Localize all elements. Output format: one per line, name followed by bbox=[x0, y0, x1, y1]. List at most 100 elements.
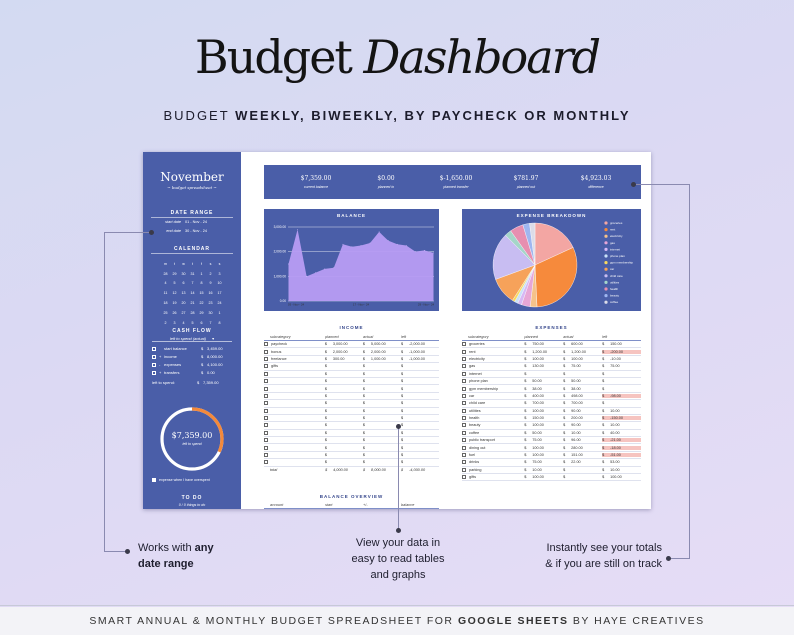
left-cell[interactable]: $150.00 bbox=[602, 342, 641, 346]
left-cell[interactable]: $ bbox=[401, 416, 439, 420]
row-checkbox[interactable] bbox=[264, 393, 268, 398]
calendar-day[interactable]: 29 bbox=[172, 271, 177, 276]
overspent-checkbox[interactable] bbox=[152, 477, 156, 482]
subcategory-name[interactable]: freelance bbox=[271, 356, 287, 361]
calendar-day[interactable]: 5 bbox=[191, 320, 194, 325]
subcategory-name[interactable]: rent bbox=[469, 349, 476, 354]
planned-cell[interactable]: $ bbox=[325, 387, 363, 391]
planned-cell[interactable]: $1,200.00 bbox=[524, 350, 563, 354]
left-cell[interactable]: $ bbox=[602, 372, 641, 376]
calendar-day[interactable]: 21 bbox=[190, 301, 195, 306]
cash-flow-checkbox[interactable] bbox=[152, 354, 156, 359]
subcategory-name[interactable]: gas bbox=[469, 364, 476, 369]
actual-cell[interactable]: $ bbox=[363, 453, 401, 457]
left-cell[interactable]: $ bbox=[602, 379, 641, 383]
row-checkbox[interactable] bbox=[264, 453, 268, 458]
left-cell[interactable]: $ -200.00 bbox=[602, 349, 641, 354]
actual-cell[interactable]: $10.00 bbox=[563, 431, 602, 435]
calendar-day[interactable]: 7 bbox=[209, 320, 212, 325]
planned-cell[interactable]: $ bbox=[325, 431, 363, 435]
subcategory-name[interactable]: car bbox=[469, 393, 475, 398]
row-checkbox[interactable] bbox=[462, 416, 466, 421]
planned-cell[interactable]: $75.00 bbox=[524, 460, 563, 464]
subcategory-name[interactable]: gym membership bbox=[469, 386, 499, 391]
row-checkbox[interactable] bbox=[264, 342, 268, 347]
actual-cell[interactable]: $22.00 bbox=[563, 460, 602, 464]
planned-cell[interactable]: $100.00 bbox=[524, 423, 563, 427]
subcategory-name[interactable]: bonus bbox=[271, 349, 282, 354]
row-checkbox[interactable] bbox=[462, 460, 466, 465]
planned-cell[interactable]: $3,000.00 bbox=[325, 342, 363, 346]
planned-cell[interactable]: $50.00 bbox=[524, 431, 563, 435]
planned-cell[interactable]: $ bbox=[325, 416, 363, 420]
row-checkbox[interactable] bbox=[462, 356, 466, 361]
calendar-day[interactable]: 29 bbox=[199, 310, 204, 315]
actual-cell[interactable]: $96.00 bbox=[563, 438, 602, 442]
subcategory-name[interactable]: gifts bbox=[271, 364, 278, 369]
subcategory-name[interactable]: child care bbox=[469, 401, 486, 406]
calendar-day[interactable]: 30 bbox=[181, 271, 186, 276]
actual-cell[interactable]: $151.00 bbox=[563, 453, 602, 457]
row-checkbox[interactable] bbox=[462, 423, 466, 428]
planned-cell[interactable]: $ bbox=[325, 401, 363, 405]
row-checkbox[interactable] bbox=[462, 467, 466, 472]
subcategory-name[interactable]: dining out bbox=[469, 445, 486, 450]
row-checkbox[interactable] bbox=[264, 379, 268, 384]
planned-cell[interactable]: $ bbox=[325, 409, 363, 413]
actual-cell[interactable]: $50.00 bbox=[563, 379, 602, 383]
left-cell[interactable]: $ bbox=[401, 401, 439, 405]
left-cell[interactable]: $100.00 bbox=[602, 475, 641, 479]
actual-cell[interactable]: $ bbox=[363, 460, 401, 464]
actual-cell[interactable]: $ bbox=[363, 446, 401, 450]
left-cell[interactable]: $ bbox=[401, 364, 439, 368]
actual-cell[interactable]: $ bbox=[363, 394, 401, 398]
row-checkbox[interactable] bbox=[462, 475, 466, 480]
left-cell[interactable]: $ -18.00 bbox=[602, 445, 641, 450]
actual-cell[interactable]: $ bbox=[563, 372, 602, 376]
row-checkbox[interactable] bbox=[462, 408, 466, 413]
planned-cell[interactable]: $100.00 bbox=[524, 446, 563, 450]
row-checkbox[interactable] bbox=[264, 416, 268, 421]
calendar-day[interactable]: 28 bbox=[190, 310, 195, 315]
left-cell[interactable]: $ -98.00 bbox=[602, 393, 641, 398]
row-checkbox[interactable] bbox=[462, 386, 466, 391]
left-cell[interactable]: $ bbox=[401, 431, 439, 435]
planned-cell[interactable]: $10.00 bbox=[524, 468, 563, 472]
row-checkbox[interactable] bbox=[462, 371, 466, 376]
calendar-day[interactable]: 1 bbox=[200, 271, 203, 276]
planned-cell[interactable]: $ bbox=[325, 364, 363, 368]
planned-cell[interactable]: $ bbox=[325, 423, 363, 427]
row-checkbox[interactable] bbox=[462, 453, 466, 458]
calendar-day[interactable]: 4 bbox=[164, 281, 167, 286]
left-cell[interactable]: $ -1,000.00 bbox=[401, 350, 439, 354]
row-checkbox[interactable] bbox=[462, 393, 466, 398]
calendar-day[interactable]: 28 bbox=[163, 271, 168, 276]
left-cell[interactable]: $75.00 bbox=[602, 364, 641, 368]
calendar-day[interactable]: 17 bbox=[217, 291, 222, 296]
subcategory-name[interactable]: health bbox=[469, 416, 480, 421]
calendar-day[interactable]: 10 bbox=[217, 281, 222, 286]
actual-cell[interactable]: $ bbox=[363, 364, 401, 368]
cash-flow-checkbox[interactable] bbox=[152, 370, 156, 375]
row-checkbox[interactable] bbox=[462, 401, 466, 406]
actual-cell[interactable]: $ bbox=[563, 468, 602, 472]
left-cell[interactable]: $ bbox=[401, 438, 439, 442]
left-cell[interactable]: $ bbox=[602, 401, 641, 405]
subcategory-name[interactable]: utilities bbox=[469, 408, 481, 413]
cash-flow-checkbox[interactable] bbox=[152, 362, 156, 367]
subcategory-name[interactable]: internet bbox=[469, 371, 482, 376]
calendar-day[interactable]: 30 bbox=[208, 310, 213, 315]
actual-cell[interactable]: $200.00 bbox=[563, 416, 602, 420]
actual-cell[interactable]: $ bbox=[363, 387, 401, 391]
planned-cell[interactable]: $100.00 bbox=[524, 453, 563, 457]
row-checkbox[interactable] bbox=[264, 401, 268, 406]
actual-cell[interactable]: $5,000.00 bbox=[363, 342, 401, 346]
calendar-day[interactable]: 6 bbox=[182, 281, 185, 286]
actual-cell[interactable]: $ bbox=[363, 379, 401, 383]
end-date-value[interactable]: 30 - Nov - 24 bbox=[185, 229, 207, 233]
left-cell[interactable]: $ -1,000.00 bbox=[401, 357, 439, 361]
planned-cell[interactable]: $130.00 bbox=[524, 364, 563, 368]
row-checkbox[interactable] bbox=[462, 438, 466, 443]
left-cell[interactable]: $53.00 bbox=[602, 460, 641, 464]
planned-cell[interactable]: $ bbox=[325, 460, 363, 464]
